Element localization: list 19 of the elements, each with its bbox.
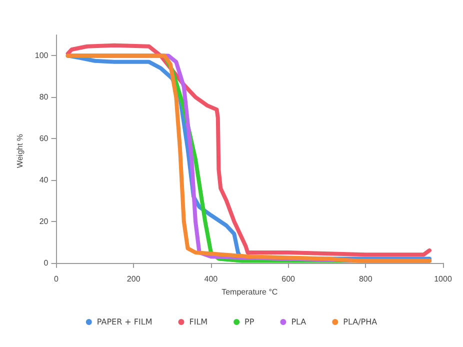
y-tick-label: 80 [39, 92, 49, 102]
legend-label: PLA/PHA [343, 318, 378, 326]
y-tick-label: 20 [39, 216, 49, 226]
legend-label: PLA [291, 318, 307, 326]
x-tick-label: 800 [358, 274, 373, 284]
x-axis-title: Temperature °C [222, 287, 278, 296]
y-tick-label: 40 [39, 176, 49, 184]
y-tick-label: 100 [34, 51, 49, 60]
y-tick-label: 60 [39, 134, 49, 144]
y-axis-title: Weight % [16, 134, 24, 168]
legend-label: PP [244, 318, 254, 326]
x-tick-label: 1000 [434, 274, 452, 284]
legend-label: FILM [189, 318, 208, 326]
x-tick-label: 600 [282, 274, 296, 284]
x-tick-label: 200 [126, 274, 141, 284]
y-tick-label: 0 [44, 258, 49, 268]
x-tick-label: 0 [54, 274, 60, 284]
legend-label: PAPER + FILM [96, 318, 152, 326]
x-tick-label: 400 [204, 274, 218, 284]
